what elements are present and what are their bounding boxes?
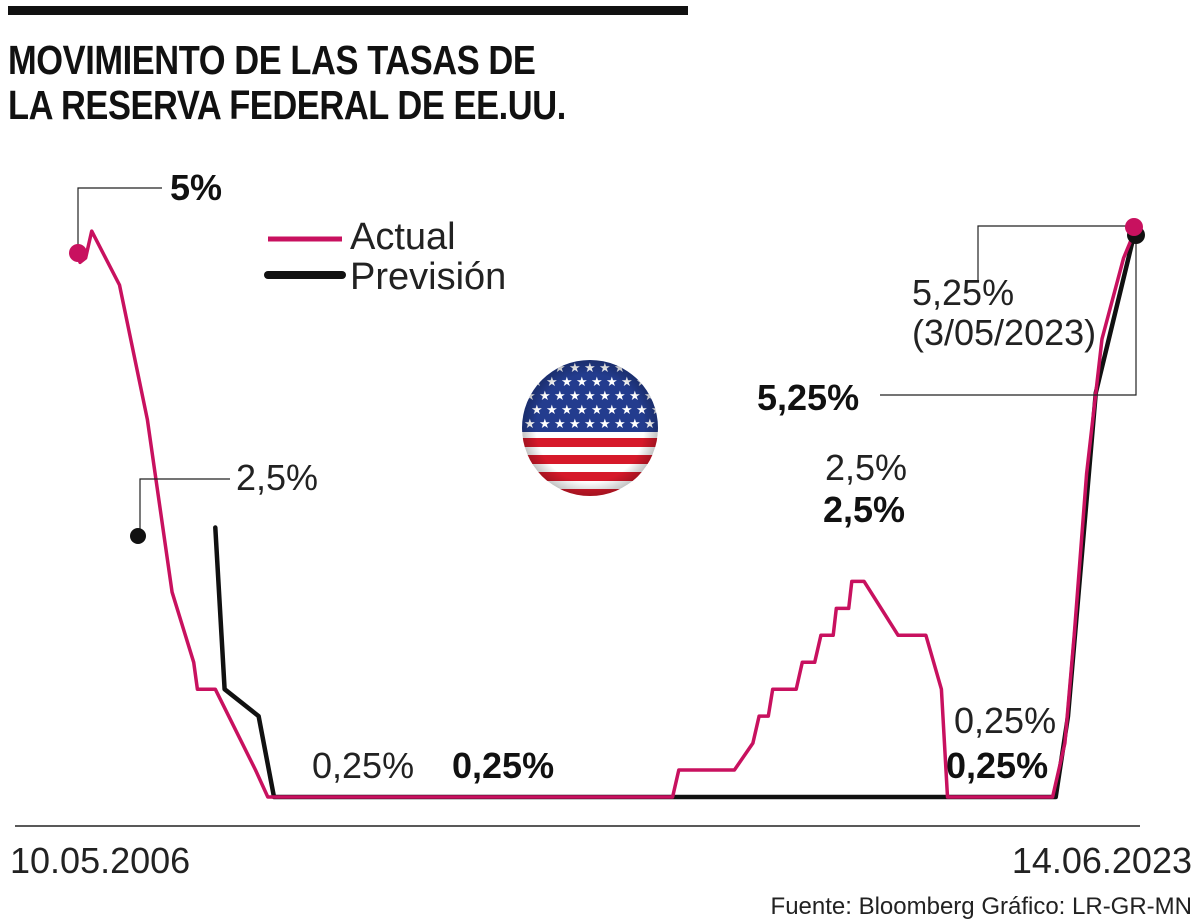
annotation-peak-actual: 2,5%	[823, 489, 905, 530]
chart-title: MOVIMIENTO DE LAS TASAS DE LA RESERVA FE…	[8, 38, 596, 128]
start-marker-actual	[69, 244, 87, 262]
source-credit: Fuente: Bloomberg Gráfico: LR-GR-MN	[771, 893, 1192, 920]
annotation-low1-prevision: 0,25%	[312, 745, 414, 786]
annotation-end-prevision: 5,25%	[757, 377, 859, 418]
chart-title-line-1: MOVIMIENTO DE LAS TASAS DE	[8, 37, 536, 83]
annotation-low2-actual: 0,25%	[946, 745, 1048, 786]
svg-text:★: ★	[539, 361, 551, 376]
annotation-low1-actual: 0,25%	[452, 745, 554, 786]
top-rule	[8, 6, 688, 15]
annotation-end-actual-date: (3/05/2023)	[912, 312, 1096, 353]
legend-label-prevision: Previsión	[350, 256, 506, 298]
fall-marker-prevision	[130, 528, 146, 544]
annotation-peak-prevision: 2,5%	[825, 447, 907, 488]
x-axis-start-date: 10.05.2006	[10, 840, 190, 881]
leader-line-start	[77, 187, 162, 253]
svg-text:★: ★	[651, 375, 663, 390]
annotation-fall-prevision: 2,5%	[236, 457, 318, 498]
leader-line-end-prev	[880, 237, 1137, 396]
leader-line-end-actual	[977, 225, 1133, 282]
leader-line-fall	[139, 478, 230, 536]
annotation-start-value: 5%	[170, 167, 222, 208]
chart-title-line-2: LA RESERVA FEDERAL DE EE.UU.	[8, 82, 566, 128]
annotation-end-actual-value: 5,25%	[912, 272, 1014, 313]
us-flag-icon: ★★★★★★★★★★★★★★★★★★★★★★★★★★★★★★★★★★★★★★★★…	[522, 360, 663, 496]
x-axis-end-date: 14.06.2023	[1012, 840, 1192, 881]
svg-text:★: ★	[644, 361, 656, 376]
legend-label-actual: Actual	[350, 216, 456, 258]
svg-text:★: ★	[524, 361, 536, 376]
end-marker-actual	[1125, 218, 1143, 236]
series-line-actual	[78, 229, 1137, 799]
annotation-low2-prevision: 0,25%	[954, 700, 1056, 741]
